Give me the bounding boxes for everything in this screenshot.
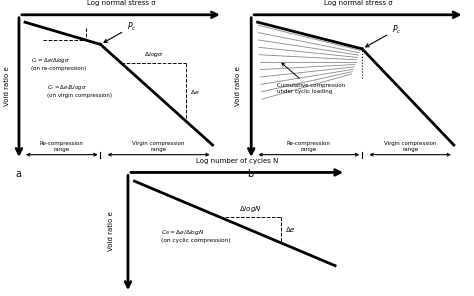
Text: Log number of cycles N: Log number of cycles N — [196, 158, 278, 164]
Text: Void ratio e: Void ratio e — [236, 66, 241, 106]
Text: $P_c$: $P_c$ — [365, 23, 401, 47]
Text: Virgin compression
range: Virgin compression range — [132, 141, 185, 152]
Text: $P_c$: $P_c$ — [104, 20, 137, 42]
Text: $\Delta e$: $\Delta e$ — [190, 88, 200, 96]
Text: a: a — [15, 169, 21, 179]
Text: Log normal stress σ: Log normal stress σ — [324, 0, 392, 6]
Text: Log normal stress σ: Log normal stress σ — [87, 0, 155, 6]
Text: $\Delta log\sigma$: $\Delta log\sigma$ — [144, 50, 164, 59]
Text: Virgin compression
range: Virgin compression range — [384, 141, 437, 152]
Text: $C_r = \Delta e/\Delta log\sigma$
(on re-compression): $C_r = \Delta e/\Delta log\sigma$ (on re… — [31, 56, 87, 71]
Text: b: b — [247, 169, 253, 179]
Text: $C_N = \Delta e/\Delta logN$
(on cyclic compression): $C_N = \Delta e/\Delta logN$ (on cyclic … — [161, 229, 230, 243]
Text: $\Delta logN$: $\Delta logN$ — [239, 204, 261, 214]
Text: Re-compression
range: Re-compression range — [287, 141, 331, 152]
Text: Void ratio e: Void ratio e — [108, 211, 114, 251]
Text: Re-compression
range: Re-compression range — [40, 141, 84, 152]
Text: Void ratio e: Void ratio e — [4, 66, 10, 106]
Text: $\Delta e$: $\Delta e$ — [285, 225, 296, 234]
Text: Cumulative compression
under cyclic loading: Cumulative compression under cyclic load… — [277, 63, 345, 94]
Text: $C_c = \Delta e/\Delta log\sigma$
(on virgin compression): $C_c = \Delta e/\Delta log\sigma$ (on vi… — [47, 83, 112, 98]
